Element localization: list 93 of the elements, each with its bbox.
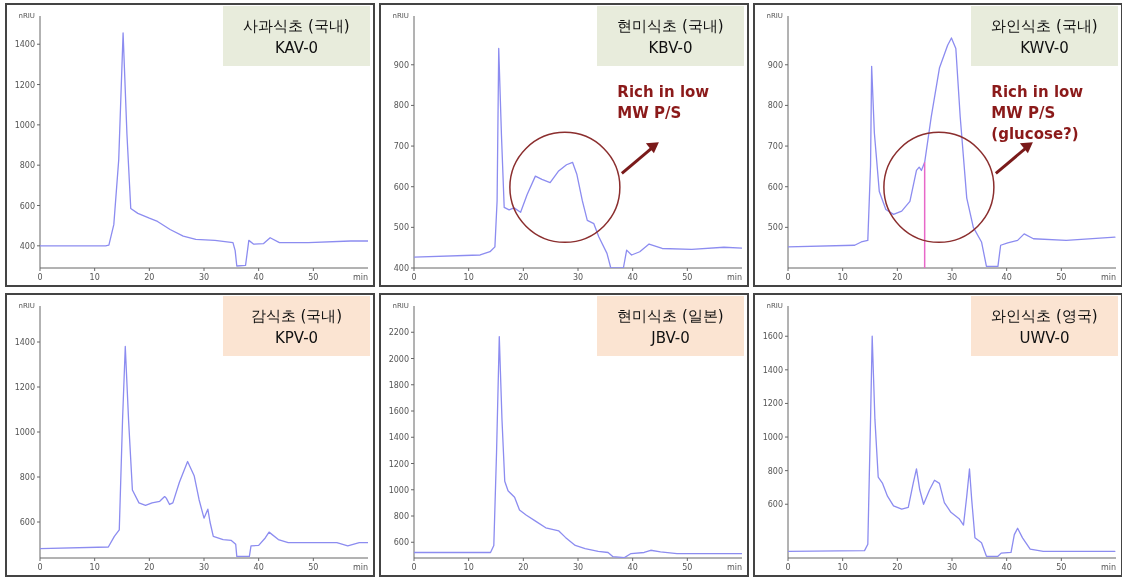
chart-title: 감식초 (국내) (250, 307, 343, 325)
y-tick-label: 1200 (762, 399, 783, 409)
y-tick-label: 1400 (14, 40, 35, 50)
x-tick-label: 10 (837, 563, 848, 572)
y-tick-label: 1600 (762, 332, 783, 342)
x-tick-label: 50 (308, 273, 319, 282)
x-tick-label: 30 (946, 273, 958, 282)
y-tick-label: 800 (19, 161, 35, 171)
y-tick-label: 1800 (388, 380, 409, 390)
y-tick-label: 600 (393, 538, 409, 548)
x-tick-label: 20 (518, 273, 529, 282)
y-tick-label: 1600 (388, 407, 409, 416)
x-tick-label: 0 (37, 273, 43, 282)
x-tick-label: 40 (1001, 563, 1012, 572)
x-tick-label: 0 (785, 273, 791, 282)
text: KPV-0 (274, 329, 319, 347)
x-tick-label: 20 (144, 563, 155, 572)
x-tick-label: 30 (946, 563, 958, 572)
chart-title: 현미식초 (일본) (617, 307, 724, 325)
text: JBV-0 (650, 329, 690, 347)
y-tick-label: 1000 (14, 428, 35, 437)
x-tick-label: 40 (253, 563, 264, 572)
x-tick-label: 20 (892, 273, 903, 282)
y-tick-label: 1200 (388, 459, 409, 469)
y-tick-label: 900 (393, 60, 409, 70)
x-tick-label: 20 (144, 273, 155, 282)
x-tick-label: 40 (253, 273, 264, 282)
text: UWV-0 (1019, 329, 1070, 347)
x-tick-label: 30 (572, 563, 584, 572)
x-axis-title: min (1100, 563, 1116, 572)
x-tick-label: 30 (198, 563, 210, 572)
x-tick-label: 0 (411, 273, 417, 282)
x-tick-label: 30 (572, 273, 584, 282)
x-axis-title: min (352, 563, 368, 572)
y-tick-label: 1400 (762, 365, 783, 375)
x-axis-title: min (726, 273, 742, 282)
y-tick-label: 1400 (388, 433, 409, 443)
y-tick-label: 700 (767, 142, 783, 152)
y-tick-label: 1200 (14, 80, 35, 90)
y-tick-label: 600 (393, 182, 409, 192)
x-tick-label: 10 (837, 273, 848, 282)
x-tick-label: 40 (627, 563, 638, 572)
x-tick-label: 0 (37, 563, 43, 572)
y-tick-label: 800 (393, 512, 409, 521)
x-tick-label: 10 (463, 563, 474, 572)
x-tick-label: 40 (1001, 273, 1012, 282)
x-tick-label: 10 (89, 273, 100, 282)
x-tick-label: 50 (1056, 563, 1067, 572)
chart-title: 사과식초 (국내) (243, 17, 350, 35)
y-tick-label: 700 (393, 142, 409, 152)
x-axis-title: min (726, 563, 742, 572)
y-tick-label: 2000 (388, 354, 409, 364)
x-tick-label: 50 (682, 563, 693, 572)
y-tick-label: 800 (767, 466, 783, 476)
y-tick-label: 2200 (388, 328, 409, 338)
x-tick-label: 20 (892, 563, 903, 572)
x-tick-label: 50 (682, 273, 693, 282)
y-tick-label: 1000 (388, 485, 409, 495)
text: KWV-0 (1020, 39, 1069, 57)
x-tick-label: 20 (518, 563, 529, 572)
y-tick-label: 900 (767, 60, 783, 70)
x-axis-title: min (1100, 273, 1116, 282)
y-tick-label: 600 (19, 201, 35, 211)
y-tick-label: 1400 (14, 338, 35, 347)
annotation: Rich in low MW P/S (glucose?) (991, 82, 1084, 143)
x-tick-label: 30 (198, 273, 210, 282)
x-tick-label: 10 (89, 563, 100, 572)
y-tick-label: 1000 (14, 120, 35, 130)
x-tick-label: 40 (627, 273, 638, 282)
text: KBV-0 (648, 39, 693, 57)
x-tick-label: 50 (308, 563, 319, 572)
y-tick-label: 800 (19, 473, 35, 482)
x-tick-label: 0 (785, 563, 791, 572)
x-tick-label: 0 (411, 563, 417, 572)
annotation: Rich in low MW P/S (617, 82, 710, 122)
chart-title: 와인식초 (영국) (991, 307, 1098, 325)
y-tick-label: 600 (767, 182, 783, 192)
chart-title: 와인식초 (국내) (991, 17, 1098, 35)
x-tick-label: 10 (463, 273, 474, 282)
y-tick-label: 800 (767, 101, 783, 111)
x-tick-label: 50 (1056, 273, 1067, 282)
y-tick-label: 1000 (762, 433, 783, 443)
y-tick-label: 600 (19, 518, 35, 527)
y-tick-label: 800 (393, 101, 409, 111)
x-axis-title: min (352, 273, 368, 282)
y-tick-label: 500 (393, 223, 409, 233)
chart-title: 현미식초 (국내) (617, 17, 724, 35)
y-tick-label: 500 (767, 223, 783, 233)
text: KAV-0 (274, 39, 319, 57)
y-tick-label: 1200 (14, 383, 35, 392)
y-tick-label: 400 (19, 241, 35, 251)
y-tick-label: 600 (767, 500, 783, 510)
y-tick-label: 400 (393, 264, 409, 273)
